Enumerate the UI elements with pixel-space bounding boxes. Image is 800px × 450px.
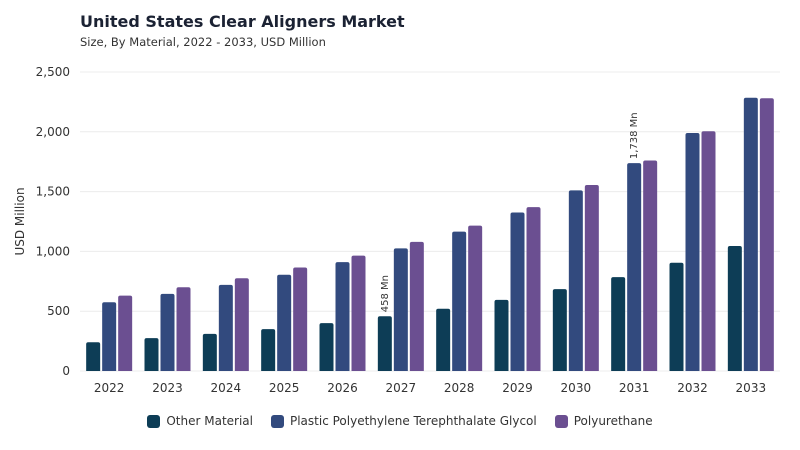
bar-polyurethane-2029 bbox=[526, 207, 541, 371]
bar-polyurethane-2023 bbox=[176, 287, 191, 371]
bar-other-material-2028 bbox=[436, 308, 451, 371]
bar-plastic-polyethylene-terephthalate-glycol-2033 bbox=[743, 97, 758, 372]
bar-other-material-2025 bbox=[261, 329, 276, 371]
y-tick-label: 1,000 bbox=[36, 244, 70, 258]
y-axis-label: USD Million bbox=[13, 187, 27, 255]
bar-plastic-polyethylene-terephthalate-glycol-2030 bbox=[568, 190, 583, 371]
x-tick-label: 2028 bbox=[444, 381, 475, 395]
bar-polyurethane-2032 bbox=[701, 131, 716, 371]
bar-other-material-2022 bbox=[86, 342, 101, 371]
bar-plastic-polyethylene-terephthalate-glycol-2029 bbox=[510, 212, 525, 371]
x-tick-label: 2022 bbox=[94, 381, 125, 395]
bar-other-material-2027 bbox=[377, 316, 392, 371]
bar-plastic-polyethylene-terephthalate-glycol-2024 bbox=[218, 284, 233, 371]
x-tick-label: 2033 bbox=[736, 381, 767, 395]
legend-label: Other Material bbox=[166, 414, 253, 428]
x-tick-label: 2029 bbox=[502, 381, 533, 395]
x-tick-label: 2027 bbox=[386, 381, 417, 395]
x-tick-label: 2032 bbox=[677, 381, 708, 395]
bar-polyurethane-2028 bbox=[468, 225, 483, 371]
bar-other-material-2024 bbox=[202, 333, 217, 371]
bar-plastic-polyethylene-terephthalate-glycol-2025 bbox=[277, 274, 292, 371]
y-tick-label: 2,500 bbox=[36, 65, 70, 79]
bar-plastic-polyethylene-terephthalate-glycol-2023 bbox=[160, 293, 175, 371]
data-label: 458 Mn bbox=[380, 275, 391, 312]
bar-other-material-2029 bbox=[494, 299, 509, 371]
legend-label: Polyurethane bbox=[573, 414, 653, 428]
legend-item: Plastic Polyethylene Terephthalate Glyco… bbox=[270, 414, 537, 428]
legend-item: Other Material bbox=[147, 414, 253, 428]
data-label: 1,738 Mn bbox=[629, 112, 640, 159]
x-tick-label: 2030 bbox=[561, 381, 592, 395]
bar-polyurethane-2027 bbox=[409, 241, 424, 371]
legend-swatch bbox=[270, 414, 284, 428]
x-tick-label: 2023 bbox=[152, 381, 183, 395]
bar-other-material-2030 bbox=[552, 289, 567, 371]
chart-subtitle: Size, By Material, 2022 - 2033, USD Mill… bbox=[80, 35, 326, 49]
bar-other-material-2023 bbox=[144, 338, 159, 371]
y-tick-label: 500 bbox=[47, 304, 70, 318]
bar-other-material-2026 bbox=[319, 323, 334, 371]
bar-other-material-2033 bbox=[727, 246, 742, 371]
legend-label: Plastic Polyethylene Terephthalate Glyco… bbox=[289, 414, 537, 428]
bar-polyurethane-2031 bbox=[643, 160, 658, 371]
x-tick-label: 2026 bbox=[327, 381, 358, 395]
legend-swatch bbox=[554, 414, 568, 428]
y-tick-label: 2,000 bbox=[36, 125, 70, 139]
bar-other-material-2031 bbox=[611, 277, 626, 371]
legend-swatch bbox=[147, 414, 161, 428]
bar-plastic-polyethylene-terephthalate-glycol-2026 bbox=[335, 262, 350, 371]
legend-item: Polyurethane bbox=[554, 414, 653, 428]
x-tick-label: 2031 bbox=[619, 381, 650, 395]
bar-polyurethane-2030 bbox=[584, 185, 599, 371]
x-tick-label: 2025 bbox=[269, 381, 300, 395]
bar-polyurethane-2022 bbox=[118, 295, 133, 371]
bar-plastic-polyethylene-terephthalate-glycol-2022 bbox=[102, 302, 117, 371]
bar-plastic-polyethylene-terephthalate-glycol-2027 bbox=[393, 248, 408, 371]
bar-polyurethane-2025 bbox=[293, 267, 308, 371]
x-tick-label: 2024 bbox=[211, 381, 242, 395]
bar-polyurethane-2033 bbox=[759, 98, 774, 371]
y-tick-label: 0 bbox=[62, 364, 70, 378]
legend: Other Material Plastic Polyethylene Terep… bbox=[0, 414, 800, 428]
bar-polyurethane-2026 bbox=[351, 255, 366, 371]
y-tick-label: 1,500 bbox=[36, 185, 70, 199]
bar-other-material-2032 bbox=[669, 262, 684, 371]
bar-polyurethane-2024 bbox=[234, 278, 249, 371]
bar-plastic-polyethylene-terephthalate-glycol-2032 bbox=[685, 132, 700, 371]
chart-title: United States Clear Aligners Market bbox=[80, 12, 405, 31]
bar-plastic-polyethylene-terephthalate-glycol-2031 bbox=[627, 163, 642, 371]
bar-plastic-polyethylene-terephthalate-glycol-2028 bbox=[452, 231, 467, 371]
